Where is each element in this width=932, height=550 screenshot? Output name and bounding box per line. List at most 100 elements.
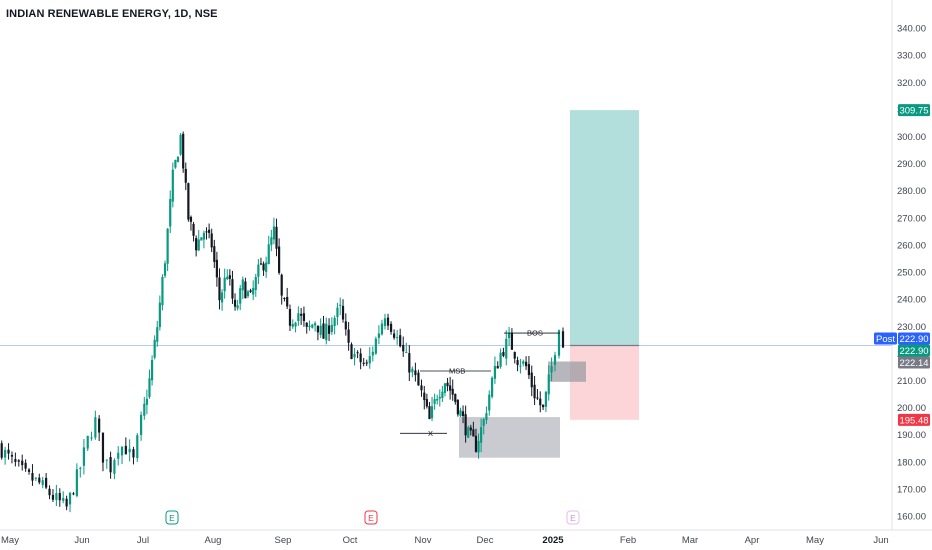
candle-body <box>459 410 462 416</box>
candle-body <box>449 385 452 391</box>
candle-body <box>499 352 502 367</box>
price-label-bg <box>874 332 897 345</box>
chart-title: INDIAN RENEWABLE ENERGY, 1D, NSE <box>6 8 218 20</box>
candle-body <box>145 398 148 405</box>
candle-body <box>297 313 300 321</box>
candle-body <box>86 435 89 449</box>
candle-body <box>195 238 198 251</box>
earnings-marker-label: E <box>368 513 374 523</box>
candle-body <box>31 473 34 481</box>
candle-body <box>420 385 423 391</box>
candle-body <box>541 404 545 408</box>
candle-body <box>239 288 242 304</box>
candle-body <box>362 362 365 364</box>
candle-body <box>339 304 342 306</box>
candle-body <box>472 429 475 437</box>
candle-body <box>399 335 402 347</box>
candle-body <box>38 477 41 483</box>
candle-body <box>456 400 459 415</box>
candle-body <box>488 394 491 411</box>
price-label-text: 222.14 <box>899 358 928 369</box>
earnings-marker-label: E <box>570 513 576 523</box>
candle-body <box>330 324 333 332</box>
candle-body <box>377 333 380 338</box>
candle-body <box>485 413 488 421</box>
candle-body <box>220 292 224 303</box>
candle-body <box>278 246 281 273</box>
price-label-stop: 195.48 <box>898 413 930 426</box>
x-tick-label: Jun <box>873 535 888 546</box>
candle-body <box>393 333 396 338</box>
x-tick-label: Dec <box>477 535 494 546</box>
stop-zone <box>570 345 639 420</box>
candle-body <box>291 323 294 327</box>
candle-body <box>148 378 151 397</box>
candle-body <box>139 414 143 435</box>
x-tick-label: May <box>806 535 824 546</box>
price-label-post_value: 222.90 <box>898 332 930 345</box>
candle-body <box>454 393 457 402</box>
bos-label: BOS <box>527 329 543 338</box>
candle-body <box>480 427 483 443</box>
candle-body <box>469 427 472 431</box>
candle-body <box>490 377 494 397</box>
candle-body <box>187 183 190 220</box>
candle-body <box>72 493 75 495</box>
candle-body <box>423 392 426 401</box>
candle-body <box>161 277 164 306</box>
candle-body <box>359 353 362 363</box>
x-label: X <box>428 429 433 438</box>
candle-body <box>166 228 169 264</box>
candle-body <box>210 233 213 248</box>
candle-body <box>17 460 20 462</box>
earnings-marker-icon[interactable]: E <box>165 510 179 525</box>
candle-body <box>143 403 146 416</box>
price-label-entry: 222.90 <box>898 344 930 357</box>
candle-body <box>45 477 48 488</box>
candle-body <box>215 259 218 278</box>
y-tick-label: 270.00 <box>897 213 926 224</box>
candle-body <box>288 308 292 326</box>
candle-body <box>557 330 561 356</box>
candle-body <box>117 452 120 459</box>
y-tick-label: 240.00 <box>897 295 926 306</box>
candle-body <box>311 324 314 328</box>
candle-body <box>547 374 550 395</box>
candle-body <box>208 229 211 233</box>
candles-layer <box>0 131 565 513</box>
candle-body <box>41 480 44 485</box>
price-label-bg <box>898 356 930 369</box>
candle-body <box>544 391 548 407</box>
candle-body <box>200 237 203 241</box>
candle-body <box>226 276 229 280</box>
candle-body <box>34 477 37 479</box>
x-tick-label: Mar <box>682 535 698 546</box>
candle-body <box>124 445 127 455</box>
earnings-marker-icon[interactable]: E <box>364 510 378 525</box>
x-tick-label: 2025 <box>542 535 564 546</box>
candle-body <box>561 331 565 348</box>
candle-body <box>496 366 499 369</box>
candle-body <box>314 323 317 326</box>
candle-body <box>436 398 439 401</box>
candle-body <box>383 318 387 326</box>
candle-body <box>380 323 384 335</box>
candle-body <box>319 325 322 335</box>
candle-body <box>302 313 306 321</box>
candle-body <box>233 299 237 307</box>
candle-body <box>179 134 182 155</box>
candle-body <box>14 459 17 462</box>
candle-body <box>522 361 525 364</box>
candle-body <box>10 454 14 457</box>
y-tick-label: 330.00 <box>897 51 926 62</box>
candle-body <box>402 344 405 352</box>
price-label-text: 222.90 <box>899 346 928 357</box>
candle-body <box>474 435 478 452</box>
price-label-current: 222.14 <box>898 356 930 369</box>
candle-body <box>333 317 336 327</box>
candle-body <box>550 366 553 373</box>
earnings-marker-icon[interactable]: E <box>566 510 580 525</box>
candle-body <box>55 493 58 500</box>
zones-layer <box>0 110 892 458</box>
